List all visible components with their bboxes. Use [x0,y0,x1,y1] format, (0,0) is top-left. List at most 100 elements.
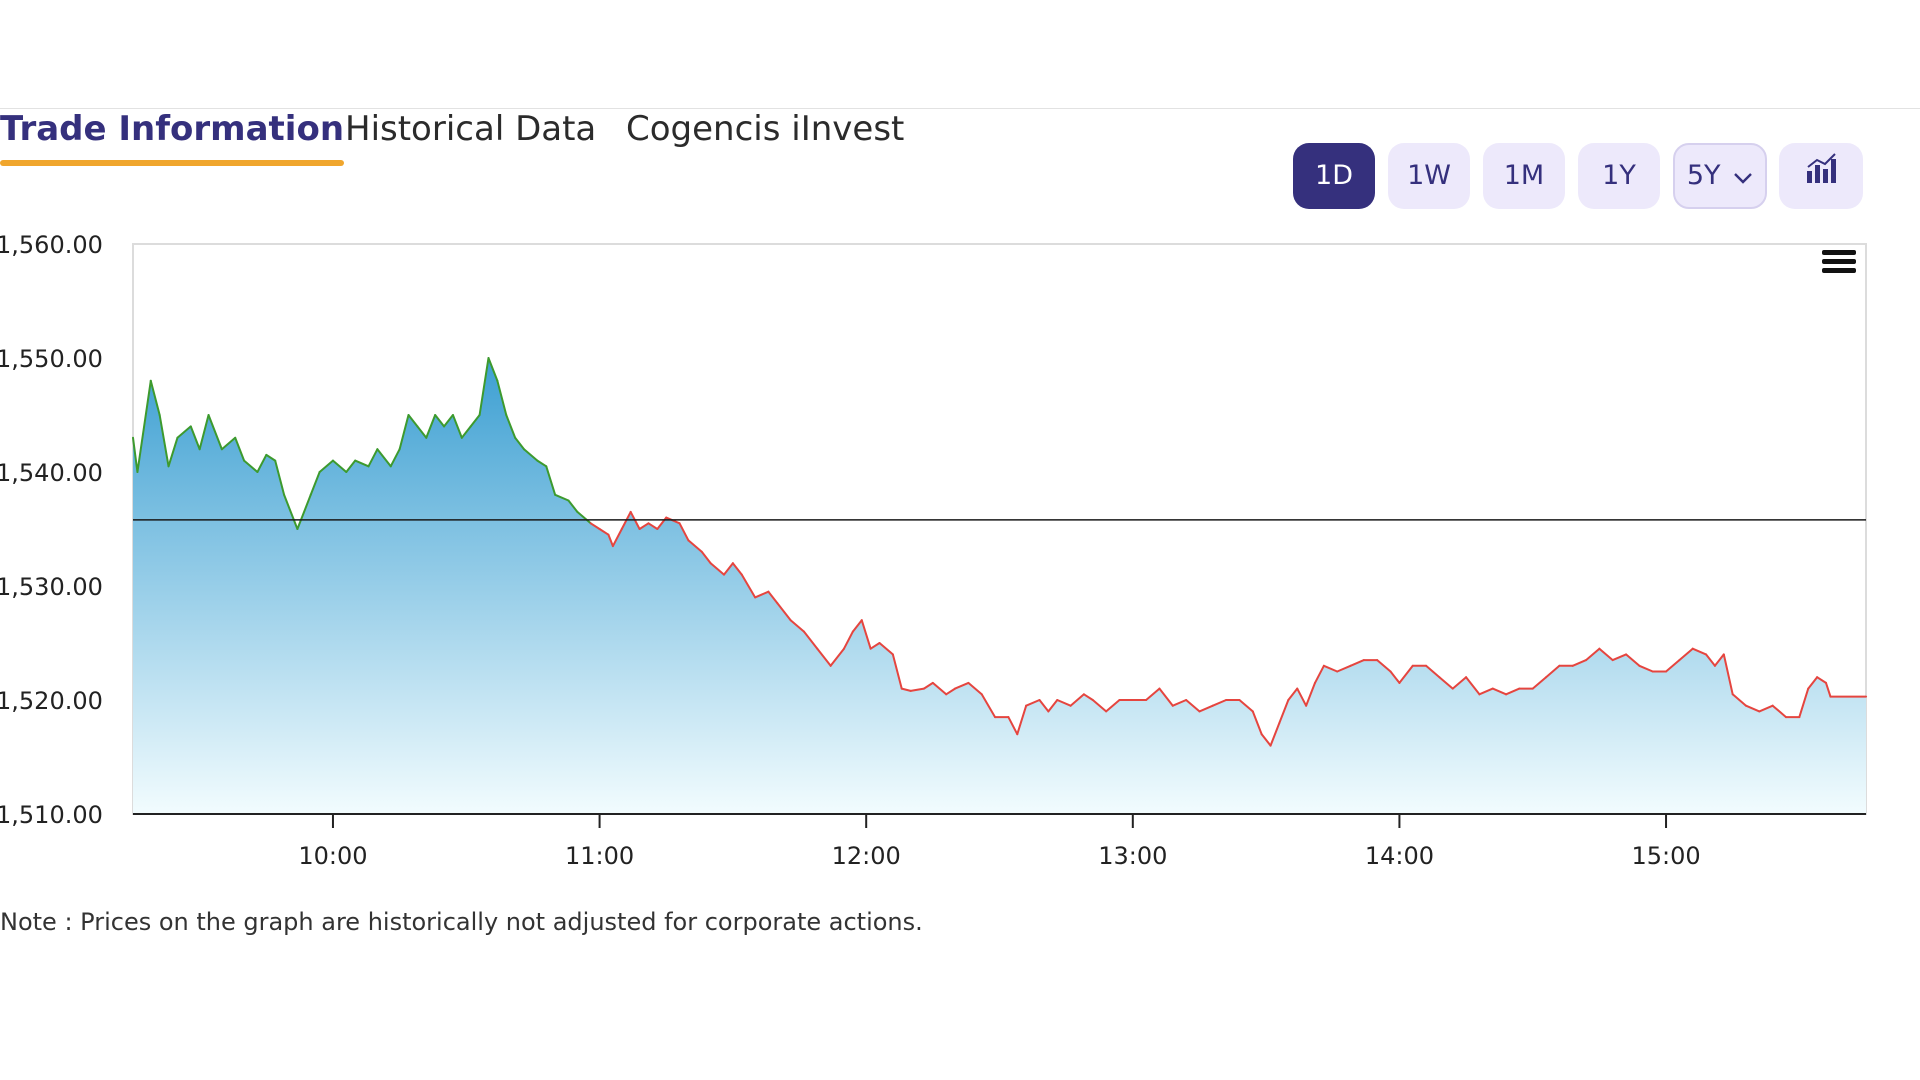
price-line-segment [1251,710,1263,736]
price-line-segment [789,619,805,633]
price-line-segment [598,528,610,536]
y-tick-label: 1,530.00 [0,573,103,601]
price-line-segment [1722,653,1734,696]
x-tick-label: 15:00 [1631,842,1700,870]
x-tick-label: 14:00 [1365,842,1434,870]
tab-trade-information[interactable]: Trade Information [0,104,345,166]
tab-cogencis-iinvest[interactable]: Cogencis iInvest [626,109,905,149]
price-line-segment [851,619,863,633]
price-line-segment [1260,733,1272,747]
chart-note: Note : Prices on the graph are historica… [0,908,923,936]
range-1w-button[interactable]: 1W [1388,143,1470,209]
range-selector: 1D 1W 1M 1Y 5Y [0,143,1920,211]
price-line-segment [1545,664,1561,679]
hamburger-menu-icon[interactable] [1822,250,1856,273]
price-line-segment [829,647,845,667]
price-line-segment [1438,676,1454,690]
price-line-segment [1313,664,1325,684]
price-line-segment [687,539,703,553]
price-line-segment [740,573,757,599]
chevron-down-icon [1733,146,1753,208]
price-line-segment [389,448,401,468]
price-line-segment [1056,699,1072,707]
price-chart: 1,510.00 1,520.00 1,530.00 1,540.00 1,550.00… [0,231,1867,870]
price-line-segment [1105,699,1121,713]
x-tick-label: 11:00 [565,842,634,870]
price-line-segment [469,414,481,428]
price-line-segment [1771,704,1788,719]
price-line-segment [158,414,170,468]
price-line-segment [954,681,970,690]
range-1d-label: 1D [1315,160,1353,191]
price-line-segment [1389,670,1401,684]
price-line-segment [451,414,463,439]
price-line-segment [1171,699,1188,707]
price-area [133,358,1866,814]
price-line-segment [460,425,472,439]
price-line-segment [731,562,743,576]
price-line-segment [980,693,997,719]
price-line-segment [1465,676,1481,696]
x-tick-label: 10:00 [298,842,367,870]
price-line-segment [1807,676,1819,690]
price-line-segment [407,414,419,428]
price-line-segment [265,453,277,462]
price-line-segment [567,499,579,513]
price-line-segment [207,414,223,451]
price-line-segment [136,379,152,473]
y-tick-label: 1,550.00 [0,345,103,373]
price-line-segment [478,357,490,416]
price-line-segment [1025,699,1041,707]
price-line-segment [1091,699,1108,713]
range-1d-button[interactable]: 1D [1293,143,1375,209]
price-line-segment [1425,664,1441,679]
price-line-segment [1745,704,1761,713]
price-line-segment [1269,721,1281,747]
price-line-segment [1322,664,1339,673]
chart-type-button[interactable] [1779,143,1863,209]
price-line-segment [700,550,712,565]
price-line-segment [1047,699,1059,713]
price-line-segment [1705,653,1716,667]
price-line-segment [922,681,934,690]
price-line-segment [754,590,770,599]
y-tick-label: 1,540.00 [0,459,103,487]
x-tick-label: 12:00 [832,842,901,870]
price-line-segment [1611,653,1628,662]
tab-historical-data[interactable]: Historical Data [345,109,597,149]
price-line-segment [554,493,570,502]
price-line-segment [505,414,517,439]
price-line-segment [1007,716,1019,736]
price-line-segment [354,459,370,468]
price-line-segment [1287,687,1299,701]
price-line-segment [1478,687,1494,696]
y-tick-label: 1,520.00 [0,687,103,715]
range-5y-dropdown[interactable]: 5Y [1673,143,1767,209]
price-line-segment [611,528,623,548]
price-line-segment [802,630,819,650]
range-1y-button[interactable]: 1Y [1578,143,1660,209]
price-line-segment [931,681,948,696]
price-line-segment [1185,699,1201,713]
price-line-segment [1731,693,1748,707]
price-line-segment [487,357,499,382]
price-line-segment [891,653,903,690]
range-1m-button[interactable]: 1M [1483,143,1565,209]
price-line-segment [243,459,259,473]
price-line-segment [1398,664,1414,684]
price-line-segment [309,471,321,496]
price-line-segment [1798,687,1810,719]
top-divider [0,108,1920,109]
price-line-segment [709,562,725,576]
price-line-segment [283,493,299,530]
price-line-segment [331,459,348,473]
price-line-segment [234,436,246,462]
price-line-segment [132,436,139,473]
price-line-segment [296,493,312,530]
price-line-segment [1038,699,1050,713]
price-line-segment [514,436,526,451]
price-line-segment [816,647,832,667]
price-line-segment [318,459,334,473]
price-line-segment [1571,659,1588,667]
x-tick-label: 13:00 [1098,842,1167,870]
